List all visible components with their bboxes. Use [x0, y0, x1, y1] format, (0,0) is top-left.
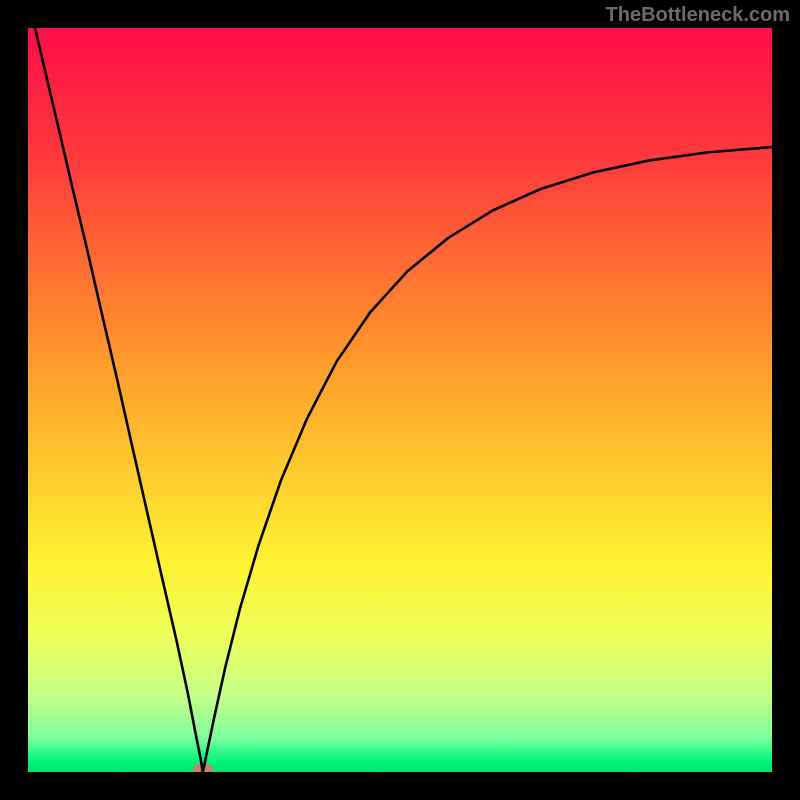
watermark-text: TheBottleneck.com — [606, 4, 790, 27]
chart-background-gradient — [28, 28, 772, 772]
chart-container: TheBottleneck.com — [0, 0, 800, 800]
bottleneck-chart — [0, 0, 800, 800]
